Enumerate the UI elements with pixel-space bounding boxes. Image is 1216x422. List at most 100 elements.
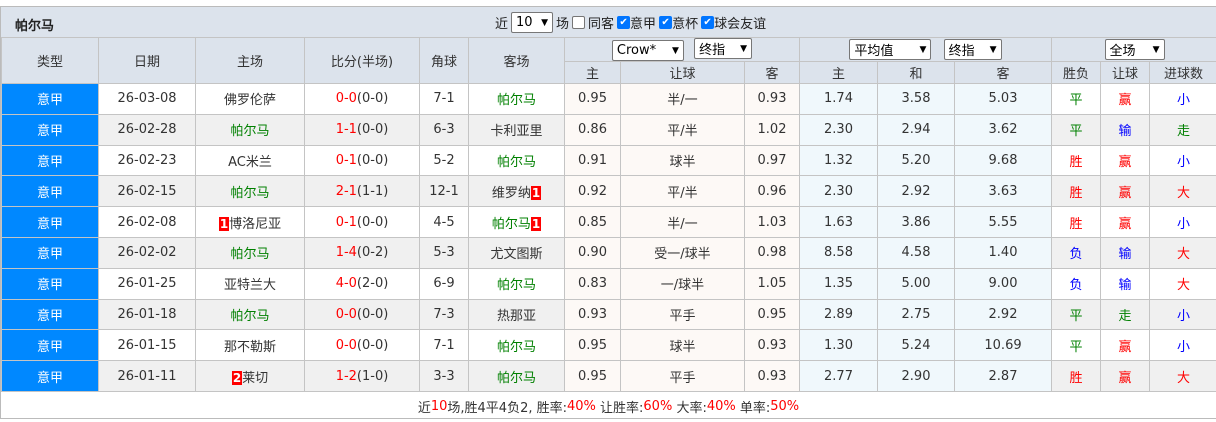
- home-team-cell[interactable]: 帕尔马: [196, 114, 305, 145]
- ah-away-odds: 0.97: [745, 145, 800, 176]
- home-team-cell[interactable]: 那不勒斯: [196, 330, 305, 361]
- eu-odds-type-select[interactable]: 终指▼: [944, 39, 1002, 60]
- away-team[interactable]: 维罗纳: [492, 186, 531, 201]
- score-cell[interactable]: 1-2(1-0): [305, 361, 420, 392]
- result-goals: 大: [1150, 268, 1216, 299]
- score-cell[interactable]: 0-1(0-0): [305, 145, 420, 176]
- full-time-score: 4-0: [336, 276, 357, 291]
- eu-home-odds: 2.77: [800, 361, 878, 392]
- away-team[interactable]: 帕尔马: [497, 371, 536, 386]
- ah-home-odds: 0.95: [565, 361, 621, 392]
- chevron-down-icon: ▼: [920, 45, 927, 55]
- corners: 12-1: [420, 176, 469, 207]
- home-team[interactable]: 帕尔马: [230, 247, 269, 262]
- home-team-cell[interactable]: 佛罗伦萨: [196, 84, 305, 115]
- score-cell[interactable]: 0-0(0-0): [305, 299, 420, 330]
- match-type: 意甲: [2, 145, 99, 176]
- ah-line: 半/一: [621, 207, 745, 238]
- corners: 7-3: [420, 299, 469, 330]
- coppa-checkbox[interactable]: ✔: [659, 16, 672, 29]
- away-team-cell[interactable]: 帕尔马: [469, 330, 565, 361]
- same-venue-checkbox[interactable]: [572, 16, 585, 29]
- score-cell[interactable]: 4-0(2-0): [305, 268, 420, 299]
- score-cell[interactable]: 1-1(0-0): [305, 114, 420, 145]
- home-team-cell[interactable]: 帕尔马: [196, 176, 305, 207]
- away-team-cell[interactable]: 帕尔马: [469, 361, 565, 392]
- match-count-select[interactable]: 10▼: [511, 12, 553, 33]
- away-team[interactable]: 帕尔马: [492, 217, 531, 232]
- away-team-cell[interactable]: 帕尔马1: [469, 207, 565, 238]
- away-team[interactable]: 帕尔马: [497, 278, 536, 293]
- eu-draw-odds: 2.92: [878, 176, 955, 207]
- header-ah-line: 让球: [621, 62, 745, 84]
- home-team[interactable]: 莱切: [242, 371, 268, 386]
- home-team[interactable]: 帕尔马: [230, 124, 269, 139]
- corners: 5-3: [420, 237, 469, 268]
- score-cell[interactable]: 2-1(1-1): [305, 176, 420, 207]
- result-handicap: 输: [1101, 237, 1150, 268]
- home-team-cell[interactable]: 亚特兰大: [196, 268, 305, 299]
- away-team[interactable]: 尤文图斯: [490, 247, 542, 262]
- away-team-cell[interactable]: 帕尔马: [469, 84, 565, 115]
- eu-away-odds: 5.03: [955, 84, 1052, 115]
- match-type: 意甲: [2, 84, 99, 115]
- away-team-cell[interactable]: 卡利亚里: [469, 114, 565, 145]
- period-select[interactable]: 全场▼: [1105, 39, 1165, 60]
- away-team-cell[interactable]: 帕尔马: [469, 268, 565, 299]
- score-cell[interactable]: 0-0(0-0): [305, 84, 420, 115]
- away-team[interactable]: 热那亚: [497, 309, 536, 324]
- home-team[interactable]: 佛罗伦萨: [224, 93, 276, 108]
- home-team-cell[interactable]: 帕尔马: [196, 299, 305, 330]
- away-team-cell[interactable]: 维罗纳1: [469, 176, 565, 207]
- home-team-cell[interactable]: 1博洛尼亚: [196, 207, 305, 238]
- serie-a-checkbox[interactable]: ✔: [617, 16, 630, 29]
- home-team[interactable]: AC米兰: [228, 155, 272, 170]
- result-handicap: 走: [1101, 299, 1150, 330]
- full-time-score: 0-0: [336, 91, 357, 106]
- away-team[interactable]: 帕尔马: [497, 93, 536, 108]
- away-team[interactable]: 帕尔马: [497, 155, 536, 170]
- summary-ah-rate: 60%: [643, 399, 672, 414]
- away-team[interactable]: 帕尔马: [497, 340, 536, 355]
- header-date: 日期: [99, 38, 196, 84]
- away-team-cell[interactable]: 尤文图斯: [469, 237, 565, 268]
- match-date: 26-02-02: [99, 237, 196, 268]
- result-handicap: 赢: [1101, 330, 1150, 361]
- home-team-cell[interactable]: 帕尔马: [196, 237, 305, 268]
- home-team-cell[interactable]: 2莱切: [196, 361, 305, 392]
- header-away: 客场: [469, 38, 565, 84]
- home-team[interactable]: 那不勒斯: [224, 340, 276, 355]
- match-date: 26-01-15: [99, 330, 196, 361]
- full-time-score: 0-1: [336, 153, 357, 168]
- home-team[interactable]: 帕尔马: [230, 186, 269, 201]
- away-team-cell[interactable]: 热那亚: [469, 299, 565, 330]
- home-team[interactable]: 亚特兰大: [224, 278, 276, 293]
- matches-table: 类型 日期 主场 比分(半场) 角球 客场 Crow*▼ 终指▼ 平均值▼ 终指…: [1, 37, 1216, 392]
- home-team[interactable]: 帕尔马: [230, 309, 269, 324]
- score-cell[interactable]: 1-4(0-2): [305, 237, 420, 268]
- company-select[interactable]: Crow*▼: [612, 40, 684, 61]
- score-cell[interactable]: 0-1(0-0): [305, 207, 420, 238]
- home-team-cell[interactable]: AC米兰: [196, 145, 305, 176]
- red-card-badge: 1: [219, 217, 229, 231]
- away-team[interactable]: 卡利亚里: [490, 124, 542, 139]
- score-cell[interactable]: 0-0(0-0): [305, 330, 420, 361]
- average-select[interactable]: 平均值▼: [849, 39, 931, 60]
- result-handicap: 赢: [1101, 145, 1150, 176]
- header-asian-handicap: Crow*▼ 终指▼: [565, 38, 800, 62]
- home-team[interactable]: 博洛尼亚: [229, 217, 281, 232]
- ah-odds-type-select[interactable]: 终指▼: [694, 38, 752, 59]
- away-team-cell[interactable]: 帕尔马: [469, 145, 565, 176]
- summary-win-rate: 40%: [567, 399, 596, 414]
- friendly-checkbox[interactable]: ✔: [701, 16, 714, 29]
